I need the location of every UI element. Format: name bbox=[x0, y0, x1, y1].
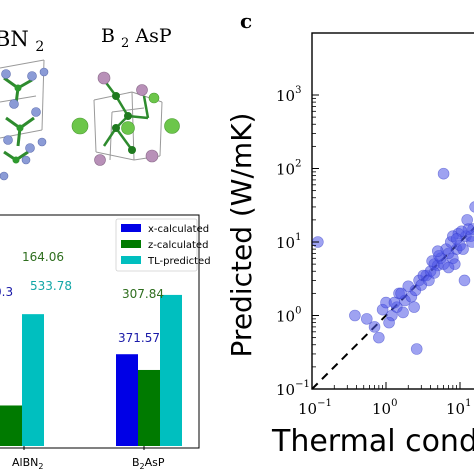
scatter-point bbox=[397, 306, 409, 319]
bar-z-calculated-1 bbox=[138, 369, 160, 446]
scatter-point bbox=[395, 287, 407, 300]
scatter-y-axis-label: Predicted (W/mK) bbox=[225, 113, 258, 358]
scatter-point bbox=[450, 233, 463, 245]
bar-legend: x-calculated z-calculated TL-predicted bbox=[115, 218, 211, 272]
scatter-point bbox=[349, 309, 361, 322]
legend-swatch-z-calculated bbox=[121, 240, 141, 248]
bar-x-calculated-1 bbox=[116, 354, 138, 446]
structure-left-main: AlBN bbox=[0, 27, 29, 51]
svg-text:AlBN 2: AlBN 2 bbox=[0, 27, 44, 55]
b2asp-structure-image bbox=[71, 71, 180, 166]
scatter-point bbox=[431, 245, 444, 257]
scatter-y-tick-label: 102 bbox=[276, 159, 301, 179]
bar-x-tick-label: B2AsP bbox=[132, 456, 165, 471]
bar-TL-predicted-0 bbox=[22, 314, 44, 446]
scatter-point bbox=[388, 296, 401, 309]
scatter-y-tick-label: 10−1 bbox=[276, 379, 310, 399]
structure-right-sub: 2 bbox=[121, 36, 129, 51]
bar-x-tick-label: AlBN2 bbox=[12, 456, 43, 471]
bar-data-label: 307.84 bbox=[122, 287, 164, 301]
bar-data-label: 533.78 bbox=[30, 279, 72, 293]
structure-label-right: B 2 AsP bbox=[101, 25, 172, 52]
scatter-x-ticks: 10−1 100 101 bbox=[298, 382, 471, 418]
structure-label-left: AlBN 2 bbox=[0, 27, 44, 55]
bar-plot-frame bbox=[0, 214, 200, 449]
scatter-point bbox=[360, 313, 373, 325]
scatter-y-ticks: 10−1 100 101 102 103 bbox=[276, 85, 319, 399]
albn2-structure-image bbox=[0, 59, 49, 181]
scatter-x-tick-label: 10−1 bbox=[298, 398, 332, 418]
bar-data-label: 0.3 bbox=[0, 285, 13, 299]
bar-z-calculated-0 bbox=[0, 405, 22, 446]
scatter-plot-frame bbox=[311, 32, 474, 390]
scatter-point bbox=[373, 331, 385, 344]
scatter-point bbox=[408, 301, 420, 313]
structure-right-part3: AsP bbox=[134, 25, 171, 47]
svg-text:B 2 AsP: B 2 AsP bbox=[101, 25, 172, 52]
scatter-x-axis-label: Thermal cond bbox=[271, 424, 474, 459]
bar-TL-predicted-1 bbox=[160, 294, 182, 446]
scatter-y-tick-label: 101 bbox=[276, 232, 301, 252]
scatter-point bbox=[458, 274, 471, 287]
scatter-point bbox=[442, 261, 455, 274]
scatter-x-tick-label: 101 bbox=[446, 398, 471, 418]
scatter-point bbox=[428, 267, 441, 279]
panel-c-label: c bbox=[240, 9, 252, 33]
scatter-point bbox=[383, 316, 395, 329]
scatter-y-tick-label: 100 bbox=[276, 306, 301, 326]
legend-label-TL-predicted: TL-predicted bbox=[147, 256, 211, 267]
scatter-x-tick-label: 100 bbox=[372, 398, 397, 418]
scatter-point bbox=[461, 214, 473, 226]
legend-swatch-x-calculated bbox=[121, 224, 141, 232]
scatter-point bbox=[469, 201, 474, 213]
scatter-points bbox=[312, 167, 474, 355]
legend-label-x-calculated: x-calculated bbox=[148, 224, 209, 235]
legend-label-z-calculated: z-calculated bbox=[148, 240, 208, 251]
scatter-y-tick-label: 103 bbox=[276, 85, 301, 105]
scatter-point bbox=[368, 321, 381, 333]
scatter-point bbox=[410, 343, 423, 355]
scatter-point bbox=[466, 236, 474, 248]
bar-x-tick-labels: AlBN2 B2AsP bbox=[12, 446, 165, 471]
scatter-chart: c Predicted (W/mK) Thermal cond 10−11001… bbox=[225, 9, 474, 459]
bar-data-label: 164.06 bbox=[22, 250, 64, 264]
legend-swatch-TL-predicted bbox=[121, 256, 141, 264]
structure-left-sub: 2 bbox=[35, 39, 44, 55]
scatter-point bbox=[437, 167, 450, 180]
scatter-point bbox=[457, 243, 469, 255]
structure-right-part1: B bbox=[101, 25, 115, 47]
bar-data-label: 371.57 bbox=[118, 331, 160, 345]
